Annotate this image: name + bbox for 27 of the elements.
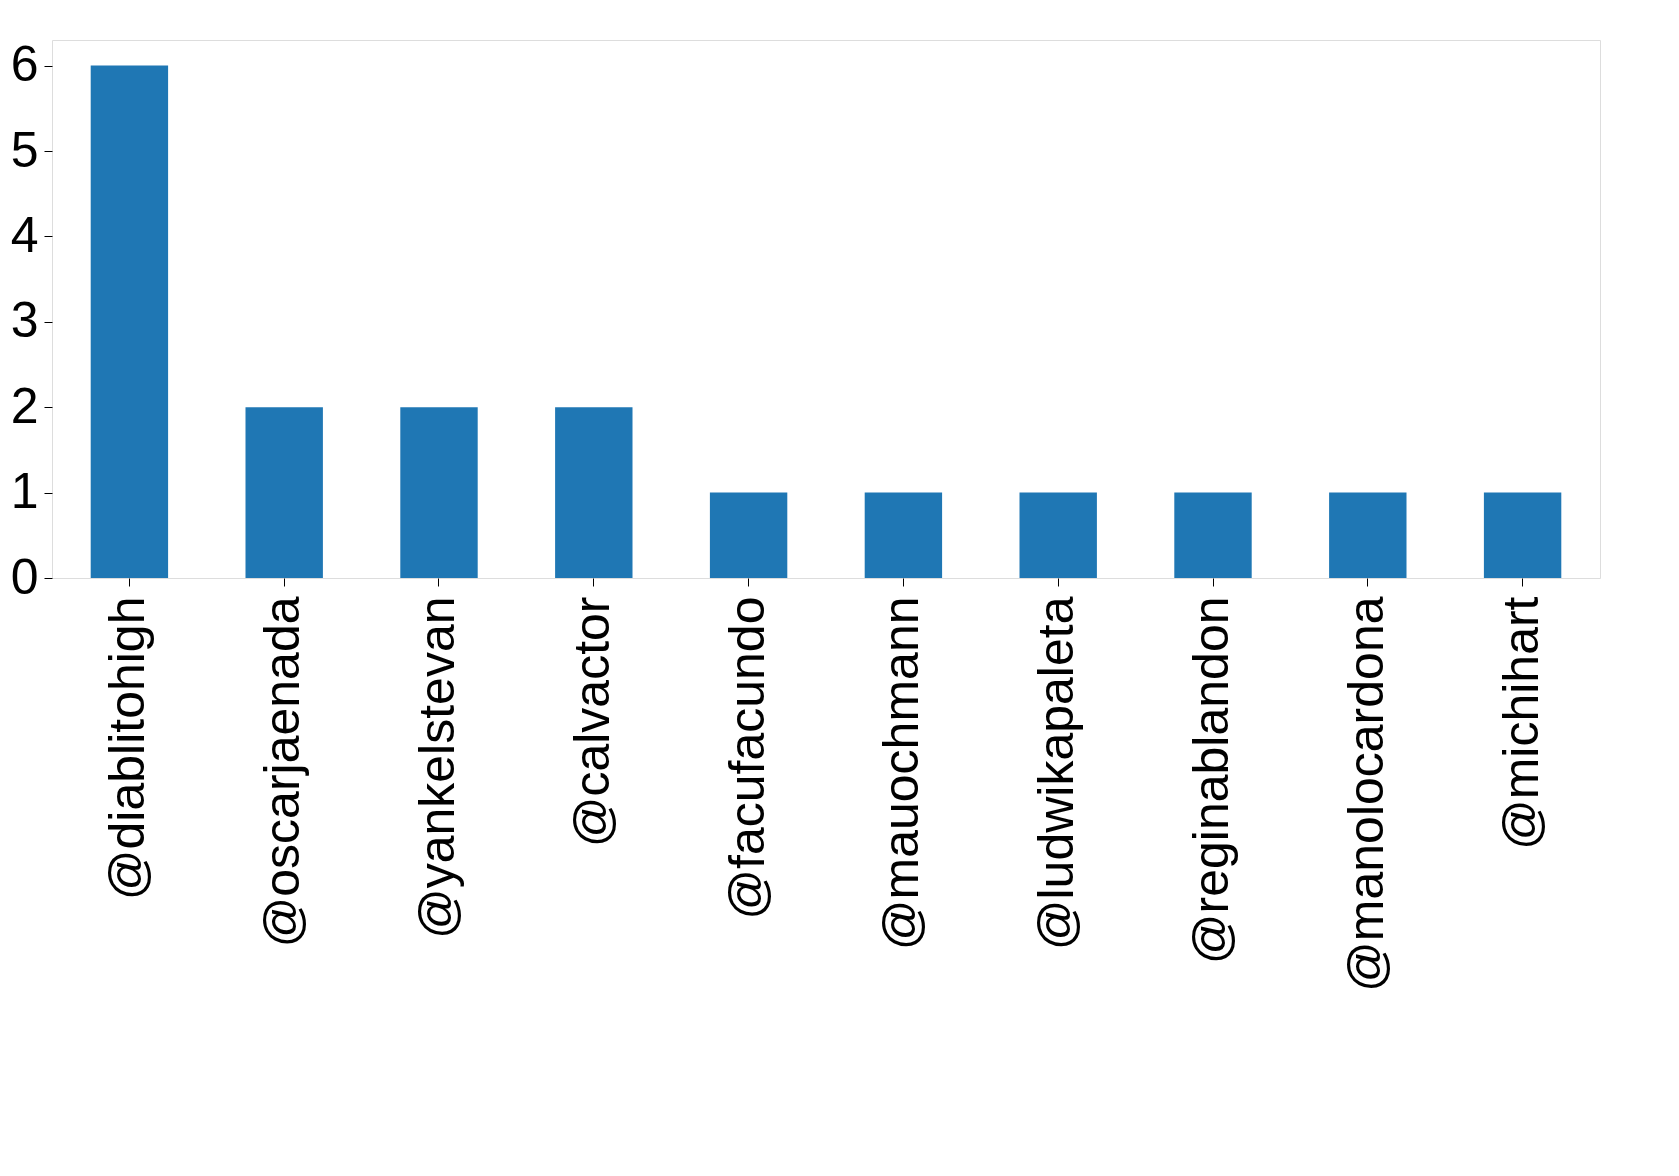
x-tick-label: @calvactor <box>563 596 620 848</box>
y-tick-label: 6 <box>10 36 39 93</box>
y-tick-label: 1 <box>10 463 39 520</box>
bar <box>400 407 478 578</box>
x-tick-label: @michihart <box>1492 596 1549 851</box>
bar <box>245 407 323 578</box>
bar <box>1329 492 1407 578</box>
x-tick-label: @ludwikapaleta <box>1028 596 1085 951</box>
y-tick-label: 0 <box>10 548 39 605</box>
x-tick-label: @manolocardona <box>1337 596 1394 992</box>
y-tick-label: 2 <box>10 377 39 434</box>
bar <box>1019 492 1097 578</box>
y-tick-label: 5 <box>10 121 39 178</box>
x-tick-label: @diablitohigh <box>99 596 156 901</box>
bar <box>709 492 788 578</box>
x-tick-label: @reginablandon <box>1183 596 1239 965</box>
x-tick-label: @facufacundo <box>718 596 775 920</box>
y-tick-label: 3 <box>10 292 39 349</box>
bar <box>1483 492 1562 578</box>
y-tick-label: 4 <box>10 206 39 263</box>
bar <box>555 407 633 578</box>
bar <box>90 65 169 578</box>
bar <box>1174 492 1252 578</box>
x-tick-label: @oscarjaenada <box>254 596 311 948</box>
x-tick-label: @mauochmann <box>873 596 930 951</box>
x-tick-label: @yankelstevan <box>409 596 465 940</box>
bar <box>864 492 943 578</box>
